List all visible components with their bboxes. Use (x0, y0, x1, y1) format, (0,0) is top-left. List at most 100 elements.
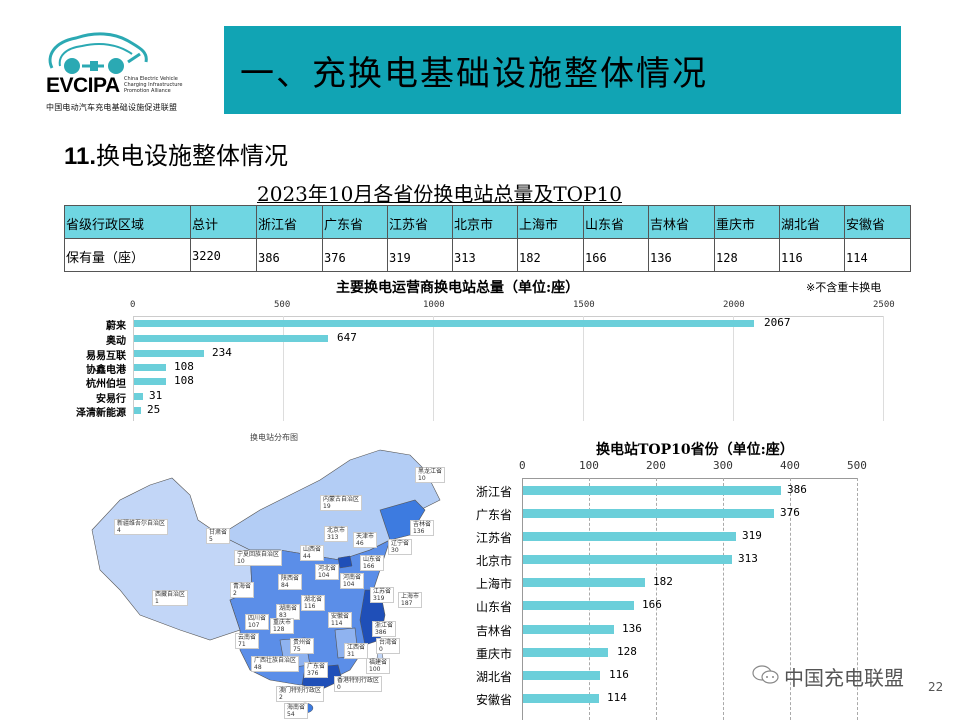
section-title: 11.换电设施整体情况 (64, 142, 289, 170)
map-label-sichuan: 四川省 107 (245, 614, 270, 630)
china-map: 黑龙江省 10 内蒙古自治区 19 吉林省 136 北京市 313 天津市 46 辽宁省 3… (80, 440, 460, 720)
map-label-xizang: 西藏自治区 1 (152, 590, 189, 606)
table-header-cell: 北京市 (452, 205, 518, 239)
title-banner: 一、充换电基础设施整体情况 (224, 26, 901, 114)
table-cell: 166 (583, 238, 649, 272)
map-label-jiangsu: 江苏省 319 (370, 587, 395, 603)
map-label-hebei: 河北省 104 (315, 564, 340, 580)
top10-bar (523, 694, 599, 703)
map-label-macau: 澳门特别行政区 2 (276, 686, 325, 702)
banner-title: 一、充换电基础设施整体情况 (240, 54, 708, 94)
operator-bar-chart: 主要换电运营商换电站总量（单位:座） ※不含重卡换电 0 500 1000 15… (60, 275, 910, 430)
table-header-cell: 浙江省 (256, 205, 323, 239)
logo-cn-name: 中国电动汽车充电基础设施促进联盟 (46, 103, 178, 112)
table-title: 2023年10月各省份换电站总量及TOP10 (257, 182, 622, 206)
map-label-hubei: 湖北省 116 (301, 595, 326, 611)
top10-bar (523, 601, 634, 610)
table-header-cell: 安徽省 (844, 205, 911, 239)
axis-line (522, 478, 858, 479)
table-cell: 保有量（座） (64, 238, 191, 272)
operator-bar (134, 378, 166, 385)
map-label-tianjin: 天津市 46 (353, 532, 378, 548)
operator-chart-note: ※不含重卡换电 (806, 281, 882, 294)
map-label-jilin: 吉林省 136 (410, 520, 435, 536)
car-plug-icon (48, 32, 148, 74)
top10-bar-chart: 换电站TOP10省份（单位:座） 0 100 200 300 400 500 浙… (460, 435, 880, 720)
table-cell: 3220 (190, 238, 257, 272)
table-header-cell: 湖北省 (779, 205, 845, 239)
map-label-ningxia: 宁夏回族自治区 10 (234, 550, 283, 566)
operator-label: 奥动 (106, 336, 126, 347)
wechat-watermark: 中国充电联盟 (784, 666, 904, 690)
map-label-fujian: 福建省 100 (366, 658, 391, 674)
operator-bar (134, 364, 166, 371)
map-label-chongqing: 重庆市 128 (270, 618, 295, 634)
map-label-anhui: 安徽省 114 (328, 612, 353, 628)
map-title: 换电站分布图 (250, 433, 298, 442)
map-label-shaanxi: 陕西省 84 (278, 574, 303, 590)
map-label-zhejiang: 浙江省 386 (372, 621, 397, 637)
map-label-beijing: 北京市 313 (324, 526, 349, 542)
table-cell: 182 (517, 238, 584, 272)
table-header-cell: 山东省 (583, 205, 649, 239)
page-number: 22 (928, 680, 944, 694)
axis-line (133, 316, 884, 317)
operator-bar (134, 320, 754, 327)
operator-bar (134, 407, 141, 414)
table-cell: 114 (844, 238, 911, 272)
table-header-cell: 重庆市 (714, 205, 780, 239)
table-header-cell: 省级行政区域 (64, 205, 191, 239)
map-label-taiwan: 台湾省 0 (376, 638, 401, 654)
table-cell: 116 (779, 238, 845, 272)
top10-bar (523, 532, 736, 541)
top10-bar (523, 578, 645, 587)
evcipa-logo (40, 26, 200, 116)
top10-bar (523, 509, 774, 518)
map-label-henan: 河南省 104 (340, 573, 365, 589)
map-label-shanxi: 山西省 44 (300, 545, 325, 561)
map-label-hongkong: 香港特别行政区 0 (334, 676, 383, 692)
map-label-qinghai: 青海省 2 (230, 582, 255, 598)
logo-subtitle: China Electric Vehicle Charging Infrastr… (124, 76, 183, 94)
map-label-hunan: 湖南省 83 (276, 604, 301, 620)
map-label-guangxi: 广西壮族自治区 48 (251, 656, 300, 672)
operator-label: 安易行 (96, 394, 126, 405)
table-cell: 386 (256, 238, 323, 272)
map-label-liaoning: 辽宁省 30 (388, 539, 413, 555)
table-header-cell: 广东省 (322, 205, 388, 239)
map-label-jiangxi: 江西省 31 (344, 643, 369, 659)
operator-label: 蔚来 (106, 321, 126, 332)
operator-bar (134, 350, 204, 357)
china-map-shape (91, 449, 441, 714)
top10-bar (523, 671, 600, 680)
operator-label: 协鑫电港 (86, 365, 126, 376)
province-table: 省级行政区域 总计 浙江省 广东省 江苏省 北京市 上海市 山东省 吉林省 重庆… (64, 205, 911, 272)
table-header-row: 省级行政区域 总计 浙江省 广东省 江苏省 北京市 上海市 山东省 吉林省 重庆… (64, 205, 911, 239)
table-header-cell: 吉林省 (648, 205, 715, 239)
table-header-cell: 上海市 (517, 205, 584, 239)
top10-chart-title: 换电站TOP10省份（单位:座） (596, 442, 794, 458)
table-cell: 136 (648, 238, 715, 272)
map-label-yunnan: 云南省 71 (235, 633, 260, 649)
table-header-cell: 江苏省 (387, 205, 453, 239)
wechat-icon (752, 664, 780, 690)
map-label-shandong: 山东省 166 (360, 555, 385, 571)
top10-bar (523, 625, 614, 634)
map-label-shanghai: 上海市 187 (398, 592, 423, 608)
table-cell: 319 (387, 238, 453, 272)
map-label-gansu: 甘肃省 5 (206, 528, 231, 544)
table-header-cell: 总计 (190, 205, 257, 239)
operator-label: 易易互联 (86, 351, 126, 362)
table-row: 保有量（座） 3220 386 376 319 313 182 166 136 … (64, 238, 911, 272)
operator-label: 杭州伯坦 (86, 379, 126, 390)
operator-bar (134, 335, 328, 342)
top10-bar (523, 486, 781, 495)
map-label-guizhou: 贵州省 75 (290, 638, 315, 654)
map-label-heilongjiang: 黑龙江省 10 (415, 467, 446, 483)
operator-chart-title: 主要换电运营商换电站总量（单位:座） (336, 280, 580, 296)
top10-bar (523, 648, 608, 657)
map-label-hainan: 海南省 54 (284, 703, 309, 719)
table-cell: 376 (322, 238, 388, 272)
logo-brand: EVCIPA (46, 74, 120, 97)
table-cell: 128 (714, 238, 780, 272)
